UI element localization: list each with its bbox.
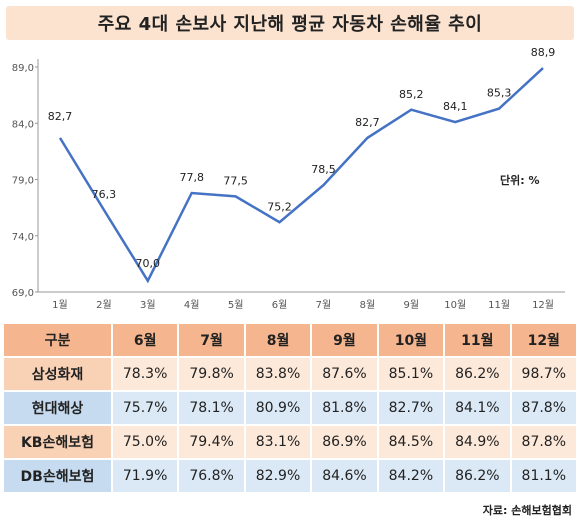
data-label: 85,3 [487, 87, 512, 100]
series-line [58, 67, 544, 284]
x-tick-label: 3월 [140, 299, 156, 311]
table-row: 현대해상 75.7% 78.1% 80.9% 81.8% 82.7% 84.1%… [4, 392, 576, 424]
table-cell: 87.8% [511, 392, 576, 424]
loss-ratio-table: 구분 6월 7월 8월 9월 10월 11월 12월 삼성화재 78.3% 79… [2, 322, 578, 494]
chart-title: 주요 4대 손보사 지난해 평균 자동차 손해율 추이 [97, 14, 483, 35]
data-label: 82,7 [355, 116, 380, 129]
x-tick-label: 4월 [184, 299, 200, 311]
table-row: KB손해보험 75.0% 79.4% 83.1% 86.9% 84.5% 84.… [4, 426, 576, 458]
table-cell: 86.9% [312, 426, 377, 458]
y-tick-label: 89,0 [12, 63, 34, 74]
x-tick-label: 10월 [444, 299, 466, 311]
chart-title-bar: 주요 4대 손보사 지난해 평균 자동차 손해율 추이 [6, 6, 574, 40]
data-label: 84,1 [443, 100, 468, 113]
table-cell: 81.1% [511, 460, 576, 492]
header-cell: 7월 [179, 324, 244, 356]
table-cell: 83.1% [245, 426, 311, 458]
header-cell: 12월 [511, 324, 576, 356]
data-label: 76,3 [92, 188, 117, 201]
row-label: DB손해보험 [4, 460, 111, 492]
x-tick-label: 7월 [316, 299, 332, 311]
header-cell: 구분 [4, 324, 111, 356]
data-label: 77,5 [223, 174, 248, 187]
table-cell: 84.5% [378, 426, 444, 458]
data-label: 78,5 [311, 163, 336, 176]
x-tick-label: 8월 [360, 299, 376, 311]
y-tick-label: 79,0 [12, 176, 34, 187]
data-label: 85,2 [399, 88, 424, 101]
source-note: 자료: 손해보험협회 [482, 504, 572, 517]
y-tick-label: 84,0 [12, 119, 34, 130]
table-cell: 86.2% [445, 460, 510, 492]
x-tick-label: 6월 [272, 299, 288, 311]
data-label: 70,0 [136, 257, 161, 270]
x-tick-label: 5월 [228, 299, 244, 311]
line-chart: 69,0 74,0 79,0 84,0 89,0 1월 2월 3월 4월 5월 6월 7월 8월 9월 1… [12, 46, 565, 311]
table-cell: 76.8% [179, 460, 244, 492]
row-label: 삼성화재 [4, 358, 111, 390]
table-cell: 98.7% [511, 358, 576, 390]
table-cell: 87.8% [511, 426, 576, 458]
table-row: DB손해보험 71.9% 76.8% 82.9% 84.6% 84.2% 86.… [4, 460, 576, 492]
x-tick-label: 2월 [96, 299, 112, 311]
table-cell: 84.6% [312, 460, 377, 492]
table-header-row: 구분 6월 7월 8월 9월 10월 11월 12월 [4, 324, 576, 356]
x-tick-label: 9월 [404, 299, 420, 311]
y-tick-label: 74,0 [12, 232, 34, 243]
table-cell: 71.9% [112, 460, 178, 492]
table-cell: 80.9% [245, 392, 311, 424]
header-cell: 9월 [312, 324, 377, 356]
table-cell: 85.1% [378, 358, 444, 390]
header-cell: 6월 [112, 324, 178, 356]
table-cell: 87.6% [312, 358, 377, 390]
table-cell: 78.3% [112, 358, 178, 390]
x-tick-label: 11월 [488, 299, 510, 311]
table-cell: 82.7% [378, 392, 444, 424]
unit-label: 단위: % [500, 173, 540, 187]
table-cell: 84.2% [378, 460, 444, 492]
data-label: 75,2 [267, 200, 292, 213]
y-tick-label: 69,0 [12, 288, 34, 299]
x-tick-label: 12월 [532, 299, 554, 311]
row-label: KB손해보험 [4, 426, 111, 458]
table-cell: 84.1% [445, 392, 510, 424]
table-row: 삼성화재 78.3% 79.8% 83.8% 87.6% 85.1% 86.2%… [4, 358, 576, 390]
header-cell: 11월 [445, 324, 510, 356]
data-label: 82,7 [48, 110, 73, 123]
table-cell: 84.9% [445, 426, 510, 458]
table-cell: 78.1% [179, 392, 244, 424]
table-cell: 79.8% [179, 358, 244, 390]
row-label: 현대해상 [4, 392, 111, 424]
table-cell: 81.8% [312, 392, 377, 424]
x-tick-label: 1월 [52, 299, 68, 311]
table-cell: 82.9% [245, 460, 311, 492]
data-label: 77,8 [179, 171, 204, 184]
table-cell: 75.0% [112, 426, 178, 458]
table-cell: 86.2% [445, 358, 510, 390]
table-cell: 83.8% [245, 358, 311, 390]
table-cell: 79.4% [179, 426, 244, 458]
table-cell: 75.7% [112, 392, 178, 424]
header-cell: 8월 [245, 324, 311, 356]
header-cell: 10월 [378, 324, 444, 356]
data-label: 88,9 [531, 46, 556, 59]
